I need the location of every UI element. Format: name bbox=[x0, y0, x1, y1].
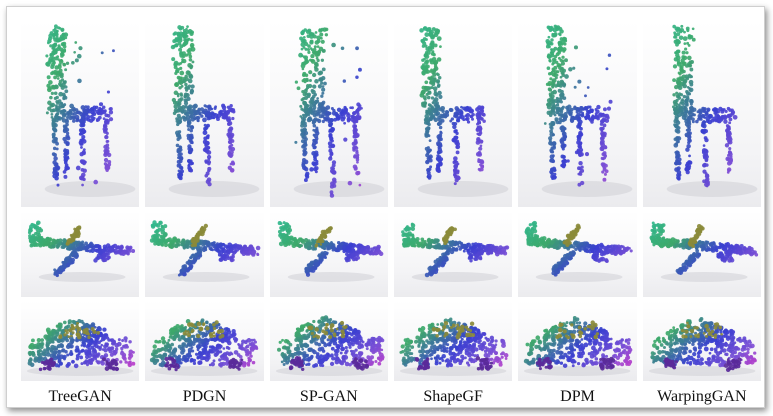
car-shape-render bbox=[275, 315, 385, 376]
airplane-pointcloud-warpinggan bbox=[642, 211, 761, 297]
airplane-shape-render bbox=[524, 220, 634, 282]
chair-shape-render bbox=[168, 25, 260, 197]
car-shape-render bbox=[399, 317, 509, 376]
airplane-shape-render bbox=[150, 220, 261, 282]
point-cloud-grid bbox=[21, 21, 761, 381]
airplane-pointcloud-dpm bbox=[518, 211, 637, 297]
car-pointcloud-sp-gan bbox=[269, 301, 388, 381]
chair-pointcloud-pdgn bbox=[145, 21, 264, 207]
figure-frame: TreeGAN PDGN SP-GAN ShapeGF DPM WarpingGAN bbox=[6, 6, 765, 408]
chair-shape-render bbox=[293, 27, 385, 198]
method-label: PDGN bbox=[182, 388, 227, 405]
airplane-shape-render bbox=[277, 221, 384, 282]
method-label: TreeGAN bbox=[48, 388, 112, 405]
car-shape-render bbox=[648, 316, 757, 376]
method-label: WarpingGAN bbox=[657, 388, 747, 405]
chair-shape-render bbox=[666, 24, 758, 197]
car-shape-render bbox=[150, 318, 259, 376]
airplane-pointcloud-shapegf bbox=[394, 211, 513, 297]
car-shape-render bbox=[26, 319, 136, 376]
method-labels: TreeGAN PDGN SP-GAN ShapeGF DPM WarpingGAN bbox=[21, 383, 761, 411]
airplane-shape-render bbox=[27, 220, 136, 282]
airplane-pointcloud-pdgn bbox=[145, 211, 264, 297]
method-label: SP-GAN bbox=[299, 388, 358, 405]
car-pointcloud-shapegf bbox=[394, 301, 513, 381]
airplane-shape-render bbox=[401, 222, 510, 282]
car-pointcloud-pdgn bbox=[145, 301, 264, 381]
car-pointcloud-warpinggan bbox=[642, 301, 761, 381]
car-shape-render bbox=[524, 316, 633, 376]
car-pointcloud-treegan bbox=[21, 301, 140, 381]
chair-pointcloud-shapegf bbox=[394, 21, 513, 207]
airplane-pointcloud-treegan bbox=[21, 211, 140, 297]
method-label: ShapeGF bbox=[423, 388, 483, 405]
chair-shape-render bbox=[44, 24, 136, 197]
chair-pointcloud-warpinggan bbox=[642, 21, 761, 207]
chair-pointcloud-dpm bbox=[518, 21, 637, 207]
airplane-pointcloud-sp-gan bbox=[269, 211, 388, 297]
chair-pointcloud-sp-gan bbox=[269, 21, 388, 207]
chair-shape-render bbox=[417, 26, 509, 197]
car-pointcloud-dpm bbox=[518, 301, 637, 381]
chair-pointcloud-treegan bbox=[21, 21, 140, 207]
airplane-shape-render bbox=[649, 221, 758, 282]
chair-shape-render bbox=[541, 24, 633, 197]
method-label: DPM bbox=[560, 388, 595, 405]
